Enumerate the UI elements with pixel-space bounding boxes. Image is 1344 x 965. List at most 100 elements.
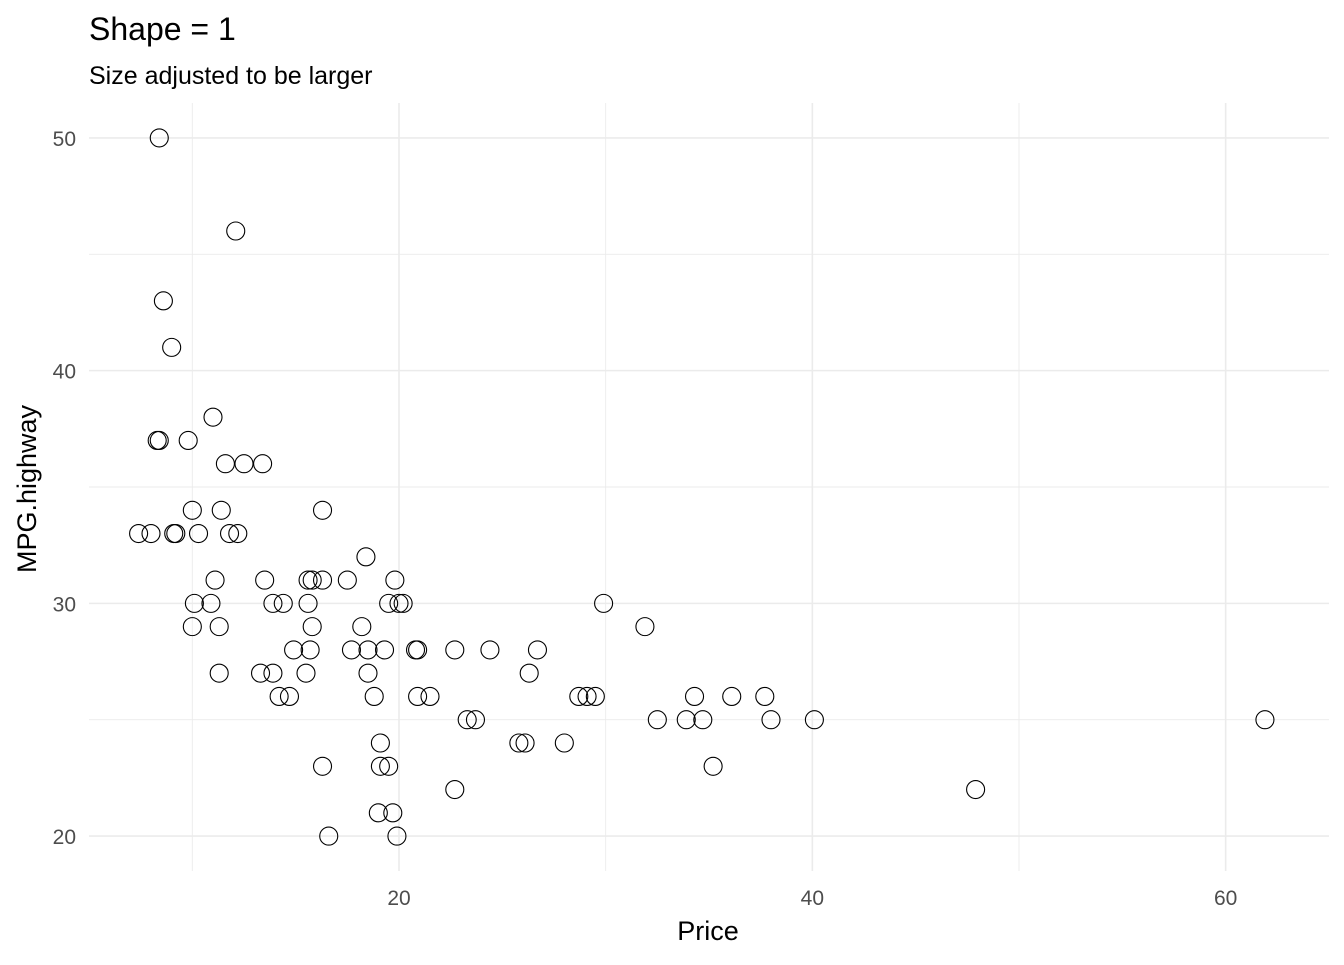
data-point (635, 617, 655, 637)
data-point (219, 523, 240, 544)
data-point (302, 570, 322, 590)
data-point (554, 733, 574, 753)
data-point (405, 640, 426, 660)
data-point (178, 430, 198, 451)
data-point (337, 570, 357, 590)
data-point (358, 640, 378, 660)
data-point (569, 686, 589, 707)
data-point (162, 337, 182, 357)
data-point (647, 710, 667, 730)
tick-labels: 20 40 60 20 30 40 50 (53, 128, 1238, 910)
chart-title: Shape = 1 (89, 11, 236, 47)
data-point (420, 686, 440, 707)
data-point (153, 291, 173, 311)
data-point (341, 640, 362, 660)
data-point (279, 686, 300, 707)
data-point (480, 640, 500, 660)
data-point (312, 500, 333, 520)
data-point (205, 570, 225, 590)
data-point (594, 593, 614, 613)
data-point (761, 710, 781, 730)
data-point (370, 733, 390, 753)
data-point (166, 523, 186, 544)
data-point (273, 593, 293, 613)
data-point (385, 570, 405, 590)
data-point (465, 710, 486, 730)
data-point (319, 826, 339, 846)
data-point (408, 640, 428, 660)
data-point (269, 686, 289, 707)
data-point (519, 663, 539, 683)
data-point (312, 570, 333, 590)
x-tick-label: 40 (801, 887, 824, 910)
data-point (515, 733, 535, 753)
data-point (253, 454, 273, 474)
data-point (755, 686, 775, 707)
data-point (676, 710, 696, 730)
data-point (966, 779, 986, 800)
data-point (527, 640, 548, 660)
data-point (255, 570, 275, 590)
data-point (188, 523, 209, 544)
x-axis-title: Price (677, 916, 739, 946)
data-point (209, 663, 229, 683)
data-point (182, 500, 202, 520)
data-point (203, 407, 223, 427)
data-point (263, 593, 283, 613)
data-point (374, 640, 395, 660)
data-point (209, 617, 229, 637)
data-point (164, 523, 184, 544)
data-point (263, 663, 283, 683)
data-point (147, 430, 167, 451)
data-point (693, 710, 713, 730)
data-point (129, 523, 149, 544)
data-point (298, 570, 318, 590)
data-point (703, 756, 723, 776)
grid (89, 103, 1329, 871)
data-point (1255, 710, 1275, 730)
y-tick-label: 20 (53, 826, 76, 849)
data-point (298, 593, 318, 613)
data-point (393, 593, 413, 613)
data-point (445, 640, 465, 660)
data-point (228, 523, 248, 544)
data-point (211, 500, 231, 520)
data-point (296, 663, 316, 683)
data-point (457, 710, 477, 730)
x-tick-label: 20 (387, 887, 410, 910)
data-point (356, 547, 376, 567)
data-point (408, 686, 428, 707)
data-point (284, 640, 304, 660)
data-point (379, 756, 399, 776)
data-point (312, 756, 333, 776)
data-point (149, 430, 169, 451)
data-point (234, 454, 254, 474)
data-point (302, 617, 322, 637)
data-point (358, 663, 378, 683)
data-point (509, 733, 529, 753)
data-point (722, 686, 742, 707)
data-point (684, 686, 705, 707)
data-point (300, 640, 320, 660)
data-point (577, 686, 597, 707)
data-point (445, 779, 465, 800)
data-point (201, 593, 221, 613)
data-point (182, 617, 202, 637)
data-point (383, 803, 403, 823)
data-point (370, 756, 390, 776)
chart-subtitle: Size adjusted to be larger (89, 62, 373, 90)
data-point (149, 128, 169, 148)
data-point (184, 593, 204, 613)
data-points (129, 128, 1275, 846)
data-point (804, 710, 824, 730)
data-point (387, 826, 407, 846)
data-point (364, 686, 384, 707)
data-point (352, 617, 372, 637)
x-tick-label: 60 (1214, 887, 1237, 910)
data-point (250, 663, 271, 683)
y-tick-label: 50 (53, 128, 76, 151)
data-point (215, 454, 235, 474)
data-point (226, 221, 246, 241)
